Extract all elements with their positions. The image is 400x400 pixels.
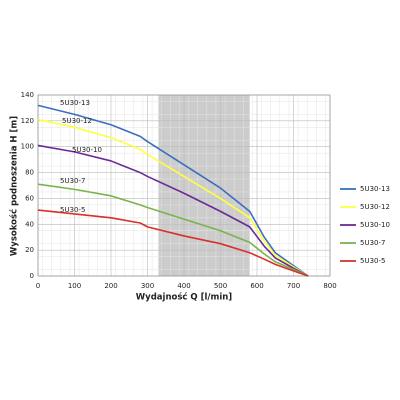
x-tick-label: 800 bbox=[323, 282, 336, 290]
x-tick-label: 400 bbox=[177, 282, 190, 290]
x-tick-label: 300 bbox=[141, 282, 154, 290]
x-axis-label: Wydajność Q [l/min] bbox=[136, 292, 233, 303]
line bbox=[37, 144, 309, 277]
curve-label: 5U30-7 bbox=[60, 177, 85, 185]
y-tick-label: 20 bbox=[25, 246, 34, 254]
curve-label: 5U30-10 bbox=[72, 146, 102, 154]
shaded-range bbox=[158, 95, 250, 276]
line bbox=[37, 104, 309, 277]
y-tick-label: 0 bbox=[30, 272, 34, 280]
curve-label: 5U30-13 bbox=[60, 99, 90, 107]
curve-label: 5U30-5 bbox=[60, 206, 85, 214]
y-tick-label: 120 bbox=[21, 117, 34, 125]
y-axis-label: Wysokość podnoszenia H [m] bbox=[9, 116, 20, 256]
y-tick-label: 40 bbox=[25, 220, 34, 228]
x-tick-label: 100 bbox=[68, 282, 81, 290]
x-tick-label: 200 bbox=[104, 282, 117, 290]
x-tick-label: 500 bbox=[214, 282, 227, 290]
y-tick-label: 140 bbox=[21, 91, 34, 99]
curve-label: 5U30-12 bbox=[62, 117, 92, 125]
x-tick-label: 0 bbox=[36, 282, 40, 290]
legend-label: 5U30-7 bbox=[360, 239, 385, 247]
plot-frame bbox=[37, 94, 331, 277]
x-tick-label: 600 bbox=[250, 282, 263, 290]
line bbox=[37, 209, 309, 277]
legend-label: 5U30-10 bbox=[360, 221, 390, 229]
legend-label: 5U30-12 bbox=[360, 203, 390, 211]
y-tick-label: 80 bbox=[25, 169, 34, 177]
line bbox=[37, 183, 309, 277]
legend-label: 5U30-5 bbox=[360, 257, 385, 265]
y-tick-label: 100 bbox=[21, 143, 34, 151]
legend-label: 5U30-13 bbox=[360, 185, 390, 193]
y-tick-label: 60 bbox=[25, 194, 34, 202]
x-tick-label: 700 bbox=[287, 282, 300, 290]
line bbox=[37, 118, 309, 277]
